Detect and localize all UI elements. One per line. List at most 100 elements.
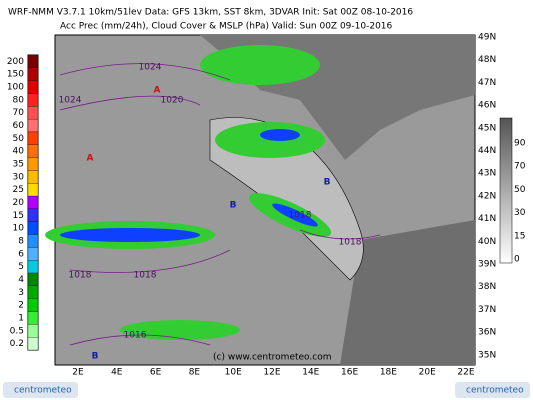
lat-label: 42N (478, 191, 496, 201)
logo-box (3, 382, 78, 398)
precip-swatch (27, 337, 39, 351)
pressure-center: A (87, 154, 94, 164)
cloud-label: 30 (514, 208, 526, 218)
precip-swatch (27, 67, 39, 81)
lon-label: 12E (263, 368, 280, 378)
lat-label: 40N (478, 237, 496, 247)
lat-label: 35N (478, 350, 496, 360)
lon-label: 20E (419, 368, 436, 378)
lat-label: 36N (478, 328, 496, 338)
precip-label: 2 (18, 301, 24, 311)
precip-swatch (27, 170, 39, 184)
precip-label: 40 (13, 147, 25, 157)
lat-label: 45N (478, 123, 496, 133)
lat-label: 47N (478, 78, 496, 88)
lat-label: 48N (478, 55, 496, 65)
precip-swatch (27, 195, 39, 210)
isobar-label: 1024 (139, 63, 162, 73)
cloud-area (340, 220, 475, 365)
precip-label: 30 (13, 172, 25, 182)
lat-label: 46N (478, 101, 496, 111)
pressure-center: B (324, 178, 331, 188)
precip-label: 200 (7, 57, 24, 67)
copyright: (c) www.centrometeo.com (213, 353, 331, 363)
precip-swatch (27, 324, 39, 338)
isobar-line (59, 63, 381, 346)
precip-area (272, 203, 318, 227)
cloud-label: 15 (514, 231, 525, 241)
pressure-center: B (230, 201, 237, 211)
precip-area (60, 228, 200, 242)
precip-swatch (27, 221, 39, 235)
pressure-center: B (92, 352, 99, 362)
precip-label: 0.5 (10, 326, 24, 336)
precip-label: 20 (13, 198, 25, 208)
precip-label: 100 (7, 83, 24, 93)
isobar-label: 1016 (124, 331, 147, 341)
precip-label: 60 (13, 121, 25, 131)
cloud-label: 0 (514, 255, 520, 265)
isobar-label: 1024 (59, 96, 82, 106)
cloud-label: 50 (514, 185, 526, 195)
cloud-area (55, 35, 475, 160)
precip-label: 0.2 (10, 339, 24, 349)
precip-label: 70 (13, 108, 25, 118)
isobar-label: 1018 (69, 271, 92, 281)
lon-label: 16E (341, 368, 358, 378)
precip-label: 5 (18, 262, 24, 272)
precip-label: 4 (18, 275, 24, 285)
map (45, 34, 476, 366)
precip-swatch (27, 144, 39, 158)
precip-swatch (27, 118, 39, 133)
header-line1: WRF-NMM V3.7.1 10km/51lev Data: GFS 13km… (8, 8, 413, 18)
logo: centrometeo (14, 386, 72, 396)
isobar-label: 1020 (161, 96, 184, 106)
lat-label: 38N (478, 282, 496, 292)
precip-swatch (27, 285, 39, 299)
precip-label: 1 (18, 313, 24, 323)
precip-label: 50 (13, 134, 25, 144)
lat-label: 44N (478, 146, 496, 156)
precip-label: 15 (13, 211, 24, 221)
precip-swatch (27, 80, 39, 94)
isobar-label: 1018 (134, 271, 157, 281)
precip-swatch (27, 272, 39, 287)
isobar-label: 1018 (289, 211, 312, 221)
cloud-bar (499, 117, 513, 264)
precip-swatch (27, 131, 39, 145)
precip-swatch (27, 93, 39, 107)
precip-label: 6 (18, 249, 24, 259)
lat-label: 41N (478, 214, 496, 224)
pressure-center: A (154, 86, 161, 96)
precip-label: 35 (13, 160, 24, 170)
lon-label: 18E (380, 368, 397, 378)
precip-swatch (27, 260, 39, 274)
lon-label: 6E (150, 368, 162, 378)
lon-label: 4E (111, 368, 123, 378)
precip-label: 150 (7, 70, 24, 80)
lon-label: 8E (189, 368, 201, 378)
precip-area (200, 45, 320, 85)
lat-label: 43N (478, 169, 496, 179)
precip-label: 25 (13, 185, 24, 195)
precip-swatch (27, 106, 39, 120)
lon-label: 10E (225, 368, 242, 378)
precip-swatch (27, 311, 39, 325)
logo: centrometeo (466, 386, 524, 396)
precip-label: 10 (13, 224, 25, 234)
lat-label: 39N (478, 260, 496, 270)
lat-label: 37N (478, 305, 496, 315)
precip-swatch (27, 183, 39, 197)
lon-label: 2E (72, 368, 84, 378)
isobar-label: 1018 (339, 238, 362, 248)
lon-label: 14E (302, 368, 319, 378)
precip-swatch (27, 54, 39, 68)
lat-label: 49N (478, 33, 496, 43)
precip-swatch (27, 157, 39, 171)
cloud-label: 70 (514, 162, 526, 172)
lon-label: 22E (457, 368, 474, 378)
precip-swatch (27, 208, 39, 222)
precip-swatch (27, 247, 39, 261)
precip-label: 8 (18, 236, 24, 246)
